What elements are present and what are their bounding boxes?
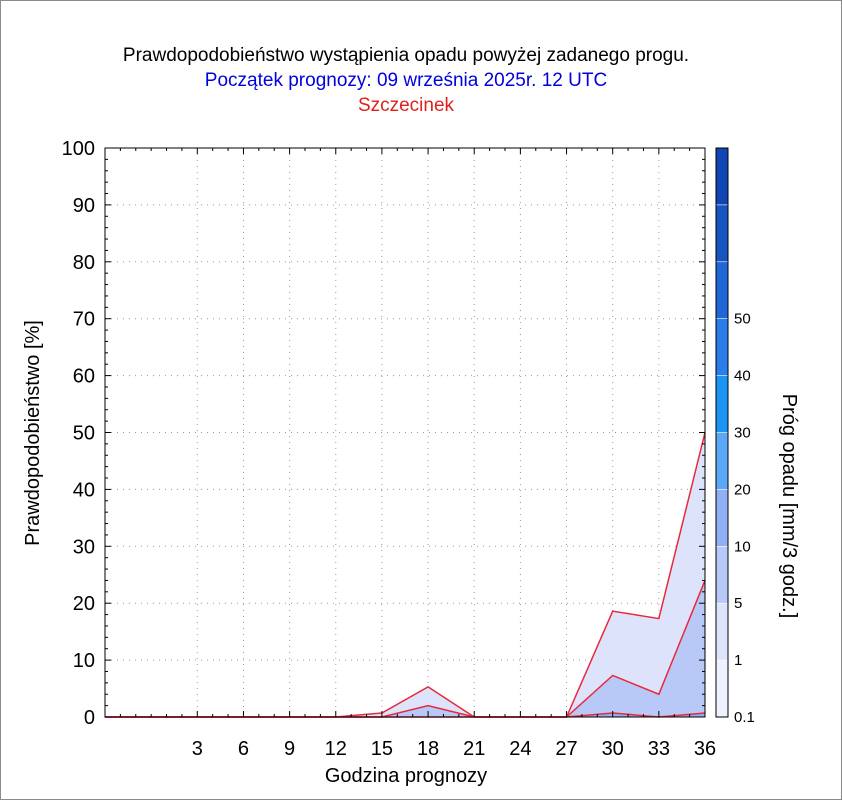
colorbar-tick-label: 1: [734, 652, 742, 669]
colorbar-labels: 0.1 1 5 10 20 30 40 50: [734, 311, 755, 726]
chart-subtitle: Początek prognozy: 09 września 2025r. 12…: [205, 70, 607, 91]
y-tick-label: 60: [73, 366, 95, 388]
y-tick-label: 50: [73, 423, 95, 445]
colorbar-segment: [716, 204, 728, 262]
colorbar-tick-label: 20: [734, 481, 751, 498]
probability-areas: [105, 432, 705, 717]
axis-ticks: [104, 147, 706, 718]
y-tick-label: 100: [62, 138, 95, 160]
x-tick-labels: 3 6 9 12 15 18 21 24 27 30 33 36: [192, 738, 716, 760]
colorbar-segment: [716, 546, 728, 604]
chart-title: Prawdopodobieństwo wystąpienia opadu pow…: [123, 45, 689, 66]
x-tick-label: 36: [694, 738, 716, 760]
colorbar-segment: [716, 261, 728, 319]
x-axis-label: Godzina prognozy: [325, 765, 487, 787]
threshold-colorbar: [715, 147, 729, 718]
colorbar-segment: [716, 489, 728, 547]
colorbar-label: Próg opadu [mm/3 godz.]: [778, 394, 800, 619]
colorbar-segment: [716, 660, 728, 717]
x-tick-label: 21: [463, 738, 485, 760]
y-tick-label: 30: [73, 536, 95, 558]
y-tick-label: 20: [73, 593, 95, 615]
area-threshold-0.1: [105, 432, 705, 717]
x-tick-label: 12: [325, 738, 347, 760]
colorbar-tick-label: 10: [734, 538, 751, 555]
location-label: Szczecinek: [358, 95, 455, 116]
colorbar-tick-label: 50: [734, 311, 751, 328]
y-tick-label: 0: [84, 707, 95, 729]
x-tick-label: 3: [192, 738, 203, 760]
colorbar-tick-label: 5: [734, 595, 742, 612]
y-tick-label: 90: [73, 195, 95, 217]
colorbar-tick-label: 40: [734, 368, 751, 385]
y-tick-label: 70: [73, 309, 95, 331]
x-tick-label: 24: [509, 738, 531, 760]
x-tick-label: 15: [371, 738, 393, 760]
colorbar-segment: [716, 318, 728, 376]
x-tick-label: 30: [602, 738, 624, 760]
y-tick-label: 80: [73, 252, 95, 274]
area-threshold-1: [105, 580, 705, 717]
y-axis-label: Prawdopodobieństwo [%]: [22, 320, 44, 546]
x-tick-label: 27: [555, 738, 577, 760]
x-tick-label: 9: [284, 738, 295, 760]
colorbar-tick-label: 30: [734, 425, 751, 442]
y-tick-labels: 0 10 20 30 40 50 60 70 80 90 100: [62, 138, 95, 729]
colorbar-border: [715, 147, 729, 718]
y-tick-label: 10: [73, 650, 95, 672]
colorbar-tick-label: 0.1: [734, 709, 755, 726]
x-tick-label: 6: [238, 738, 249, 760]
colorbar-segment: [716, 603, 728, 661]
colorbar-segment: [716, 148, 728, 205]
colorbar-segment: [716, 375, 728, 433]
x-tick-label: 18: [417, 738, 439, 760]
colorbar-segment: [716, 432, 728, 490]
y-tick-label: 40: [73, 479, 95, 501]
x-tick-label: 33: [648, 738, 670, 760]
